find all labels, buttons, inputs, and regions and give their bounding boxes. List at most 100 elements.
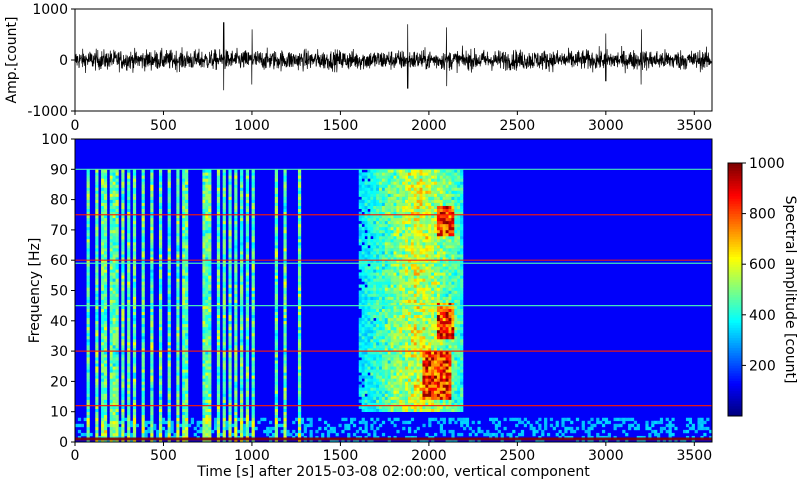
spectrogram-cell bbox=[300, 420, 305, 425]
spectrogram-cell bbox=[245, 338, 250, 343]
spectrogram-cell bbox=[222, 351, 226, 355]
spectrogram-cell bbox=[405, 314, 409, 319]
spectrogram-cell bbox=[407, 296, 412, 300]
spectrogram-cell bbox=[379, 245, 383, 249]
spectrogram-cell bbox=[185, 211, 189, 216]
spectrogram-cell bbox=[86, 181, 90, 185]
spectrogram-cell bbox=[364, 287, 368, 291]
spectrogram-cell bbox=[167, 260, 171, 264]
spectrogram-cell bbox=[399, 281, 403, 285]
spectrogram-cell bbox=[141, 272, 145, 276]
spectrogram-cell bbox=[289, 432, 293, 437]
spectrogram-cell bbox=[405, 257, 409, 261]
spectrogram-cell bbox=[121, 245, 125, 249]
spectrogram-cell bbox=[95, 238, 99, 243]
spectrogram-cell bbox=[109, 342, 113, 346]
spectrogram-cell bbox=[222, 423, 226, 428]
waveform-x-tick-label: 500 bbox=[150, 118, 177, 134]
spectrogram-cell bbox=[384, 278, 389, 282]
spectrogram-cell bbox=[379, 369, 383, 373]
spectrogram-cell bbox=[202, 181, 206, 185]
spectrogram-cell bbox=[425, 187, 429, 191]
spectrogram-cell bbox=[132, 202, 137, 206]
spectrogram-cell bbox=[95, 272, 99, 276]
spectrogram-cell bbox=[109, 169, 113, 173]
spectrogram-cell bbox=[428, 205, 432, 209]
spectrogram-cell bbox=[405, 205, 409, 209]
spectrogram-cell bbox=[112, 172, 116, 176]
spectrogram-cell bbox=[416, 232, 420, 237]
spectrogram-cell bbox=[376, 408, 380, 412]
spectrogram-cell bbox=[379, 223, 383, 228]
spectrogram-cell bbox=[405, 278, 409, 282]
spectrogram-cell bbox=[216, 302, 221, 306]
spectrogram-cell bbox=[202, 308, 206, 313]
spectrogram-cell bbox=[240, 232, 244, 237]
spectrogram-cell bbox=[410, 223, 415, 228]
spectrogram-cell bbox=[379, 211, 383, 216]
spectrogram-cell bbox=[379, 381, 383, 385]
spectrogram-cell bbox=[416, 196, 420, 200]
spectrogram-cell bbox=[407, 429, 412, 434]
spectrogram-cell bbox=[370, 226, 374, 231]
spectrogram-cell bbox=[376, 214, 380, 219]
spectrogram-cell bbox=[234, 438, 238, 443]
spectrogram-cell bbox=[379, 299, 383, 303]
spectrogram-cell bbox=[399, 272, 403, 276]
spectrogram-cell bbox=[216, 202, 221, 206]
spectrogram-cell bbox=[373, 217, 377, 222]
spectrogram-cell bbox=[240, 390, 244, 394]
spectrogram-cell bbox=[132, 329, 137, 334]
spectrogram-cell bbox=[121, 432, 125, 437]
spectrogram-cell bbox=[384, 220, 389, 225]
spectrogram-cell bbox=[109, 187, 113, 191]
spectrogram-cell bbox=[358, 238, 362, 243]
spectrogram-cell bbox=[384, 332, 389, 337]
spectrogram-cell bbox=[283, 226, 287, 231]
spectrogram-cell bbox=[205, 363, 209, 367]
spectrogram-cell bbox=[428, 226, 432, 231]
spectrogram-cell bbox=[361, 314, 365, 319]
spectrogram-cell bbox=[390, 299, 394, 303]
spectrogram-cell bbox=[185, 302, 189, 306]
spectrogram-cell bbox=[86, 202, 90, 206]
spectrogram-cell bbox=[428, 184, 432, 188]
spectrogram-cell bbox=[141, 178, 145, 182]
spectrogram-cell bbox=[141, 214, 145, 219]
spectrogram-cell bbox=[384, 381, 389, 385]
spectrogram-cell bbox=[422, 266, 426, 270]
spectrogram-cell bbox=[402, 360, 406, 364]
spectrogram-cell bbox=[86, 208, 90, 213]
spectrogram-cell bbox=[216, 399, 221, 403]
spectrogram-cell bbox=[422, 390, 426, 394]
spectrogram-cell bbox=[329, 426, 333, 431]
spectrogram-cell bbox=[402, 232, 406, 237]
spectrogram-cell bbox=[393, 348, 397, 352]
spectrogram-cell bbox=[245, 238, 250, 243]
spectrogram-cell bbox=[158, 214, 163, 219]
spectrogram-cell bbox=[176, 329, 180, 334]
spectrogram-cell bbox=[370, 208, 374, 213]
spectrogram-cell bbox=[245, 345, 250, 349]
spectrogram-cell bbox=[228, 184, 232, 188]
spectrogram-cell bbox=[396, 323, 400, 328]
spectrogram-cell bbox=[387, 317, 391, 322]
spectrogram-cell bbox=[132, 229, 137, 234]
spectrogram-cell bbox=[202, 302, 206, 306]
spectrogram-cell bbox=[141, 287, 145, 291]
spectrogram-cell bbox=[399, 332, 403, 337]
spectrogram-cell bbox=[387, 405, 391, 409]
spectrogram-cell bbox=[234, 175, 238, 179]
spectrogram-cell bbox=[419, 387, 423, 391]
spectrogram-cell bbox=[182, 381, 186, 385]
spectrogram-cell bbox=[352, 438, 357, 443]
spectrogram-cell bbox=[127, 193, 131, 197]
spectrogram-cell bbox=[127, 372, 131, 376]
spectrogram-cell bbox=[176, 217, 180, 222]
spectrogram-cell bbox=[381, 232, 386, 237]
spectrogram-cell bbox=[399, 363, 403, 367]
spectrogram-cell bbox=[86, 351, 90, 355]
spectrogram-cell bbox=[112, 393, 116, 397]
spectrogram-cell bbox=[416, 323, 420, 328]
spectrogram-cell bbox=[260, 417, 264, 422]
